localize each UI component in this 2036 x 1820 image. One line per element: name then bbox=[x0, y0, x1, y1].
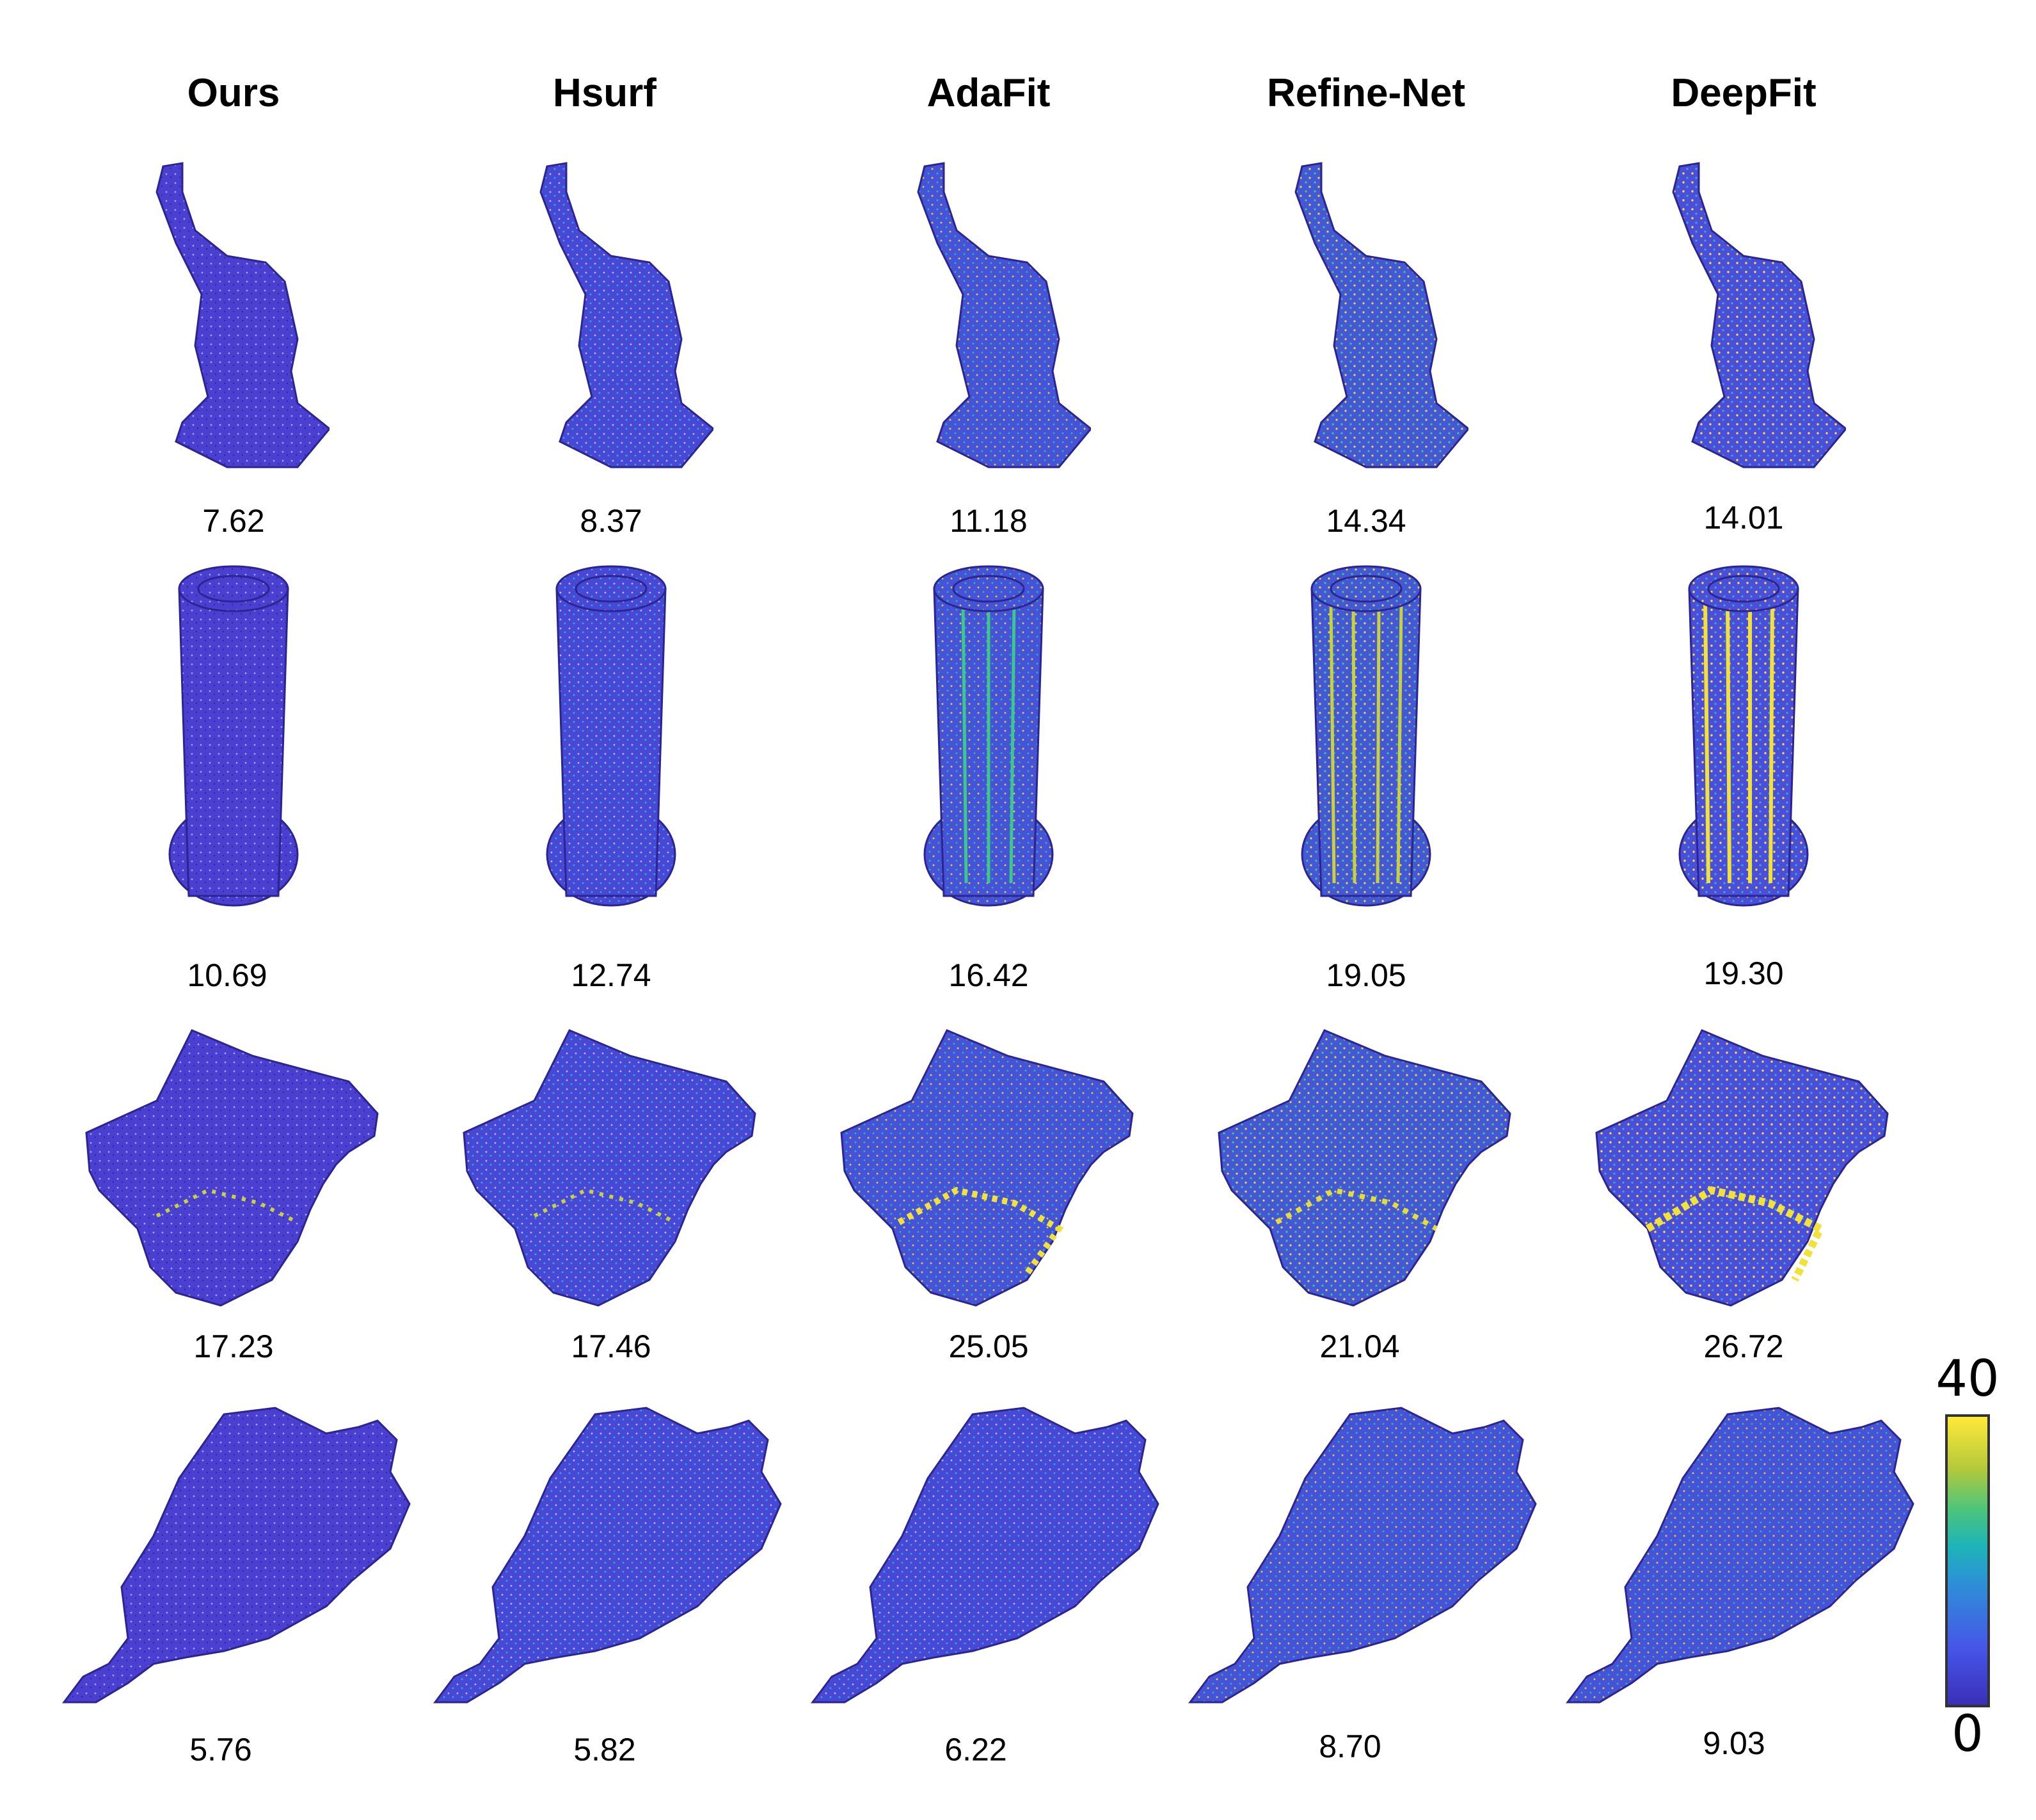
render-capital-hsurf bbox=[457, 1024, 765, 1318]
column-title-refine-net: Refine-Net bbox=[1266, 71, 1466, 115]
score-column-deepfit: 19.30 bbox=[1703, 955, 1784, 991]
render-dragon-deepfit bbox=[1561, 1395, 1920, 1715]
score-capital-ours: 17.23 bbox=[193, 1329, 274, 1364]
render-statue-hsurf bbox=[521, 154, 713, 474]
column-title-deepfit: DeepFit bbox=[1671, 71, 1817, 115]
score-statue-ours: 7.62 bbox=[202, 503, 265, 539]
render-column-deepfit bbox=[1673, 563, 1814, 954]
render-statue-adafit bbox=[899, 154, 1091, 474]
render-column-adafit bbox=[918, 563, 1059, 954]
render-capital-adafit bbox=[835, 1024, 1142, 1318]
score-column-ours: 10.69 bbox=[187, 957, 267, 993]
colorbar-max-label: 40 bbox=[1936, 1350, 2000, 1408]
score-statue-hsurf: 8.37 bbox=[580, 503, 642, 539]
render-capital-refine-net bbox=[1213, 1024, 1520, 1318]
render-statue-ours bbox=[138, 154, 330, 474]
column-title-ours: Ours bbox=[187, 71, 280, 115]
score-dragon-ours: 5.76 bbox=[189, 1732, 252, 1768]
render-capital-deepfit bbox=[1590, 1024, 1897, 1318]
score-capital-hsurf: 17.46 bbox=[571, 1329, 651, 1364]
render-capital-ours bbox=[80, 1024, 387, 1318]
render-column-hsurf bbox=[541, 563, 681, 954]
score-statue-refine-net: 14.34 bbox=[1326, 503, 1406, 539]
score-column-hsurf: 12.74 bbox=[571, 957, 651, 993]
colorbar-min-label: 0 bbox=[1952, 1705, 1984, 1763]
score-dragon-adafit: 6.22 bbox=[944, 1732, 1007, 1768]
column-title-adafit: AdaFit bbox=[927, 71, 1051, 115]
score-dragon-deepfit: 9.03 bbox=[1703, 1725, 1765, 1761]
render-column-refine-net bbox=[1296, 563, 1436, 954]
render-statue-deepfit bbox=[1654, 154, 1846, 474]
score-dragon-hsurf: 5.82 bbox=[573, 1732, 636, 1768]
score-capital-deepfit: 26.72 bbox=[1703, 1329, 1784, 1364]
render-dragon-refine-net bbox=[1184, 1395, 1542, 1715]
score-column-refine-net: 19.05 bbox=[1326, 957, 1406, 993]
score-capital-adafit: 25.05 bbox=[948, 1329, 1029, 1364]
score-dragon-refine-net: 8.70 bbox=[1319, 1728, 1381, 1764]
colorbar bbox=[1945, 1414, 1990, 1707]
render-dragon-hsurf bbox=[429, 1395, 787, 1715]
render-column-ours bbox=[163, 563, 304, 954]
score-column-adafit: 16.42 bbox=[948, 957, 1029, 993]
score-statue-adafit: 11.18 bbox=[950, 503, 1028, 539]
render-statue-refine-net bbox=[1276, 154, 1468, 474]
score-capital-refine-net: 21.04 bbox=[1319, 1329, 1400, 1364]
render-dragon-ours bbox=[58, 1395, 416, 1715]
render-dragon-adafit bbox=[806, 1395, 1165, 1715]
score-statue-deepfit: 14.01 bbox=[1703, 500, 1784, 536]
column-title-hsurf: Hsurf bbox=[553, 71, 656, 115]
